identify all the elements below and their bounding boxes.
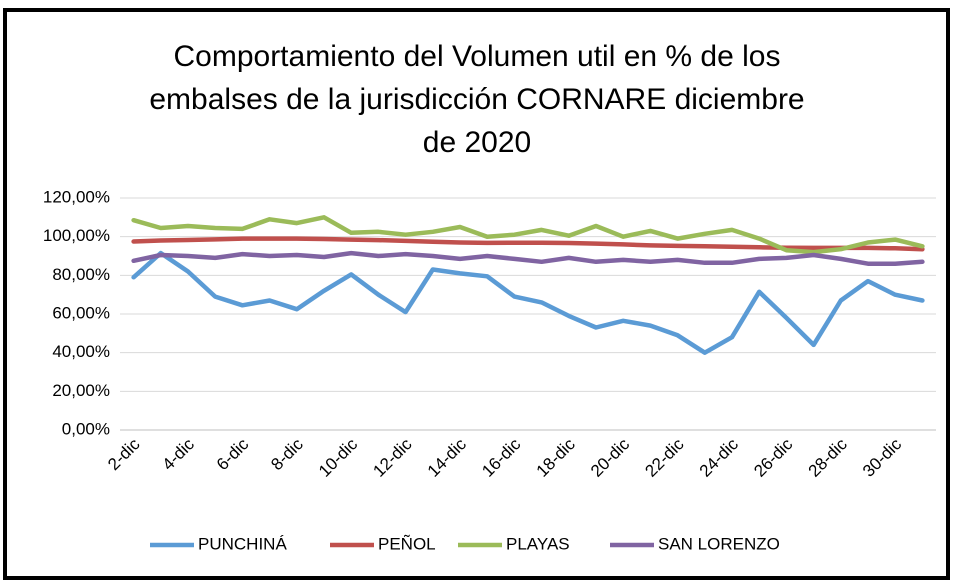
legend-label: SAN LORENZO bbox=[658, 534, 780, 553]
chart-title: embalses de la jurisdicción CORNARE dici… bbox=[149, 83, 804, 116]
y-tick-label: 20,00% bbox=[52, 381, 110, 400]
legend-label: PUNCHINÁ bbox=[198, 534, 287, 553]
legend-label: PEÑOL bbox=[378, 534, 436, 553]
legend-label: PLAYAS bbox=[506, 534, 570, 553]
y-tick-label: 80,00% bbox=[52, 265, 110, 284]
series-line bbox=[131, 236, 925, 252]
y-tick-label: 60,00% bbox=[52, 303, 110, 322]
y-tick-label: 120,00% bbox=[43, 187, 110, 206]
y-tick-label: 100,00% bbox=[43, 226, 110, 245]
chart-frame bbox=[3, 8, 950, 580]
series-line bbox=[131, 250, 925, 355]
series-line bbox=[131, 250, 925, 266]
y-tick-label: 0,00% bbox=[62, 419, 110, 438]
y-tick-label: 40,00% bbox=[52, 342, 110, 361]
chart-title: de 2020 bbox=[423, 126, 531, 159]
chart-title: Comportamiento del Volumen util en % de … bbox=[173, 40, 780, 73]
series-line bbox=[131, 215, 925, 255]
